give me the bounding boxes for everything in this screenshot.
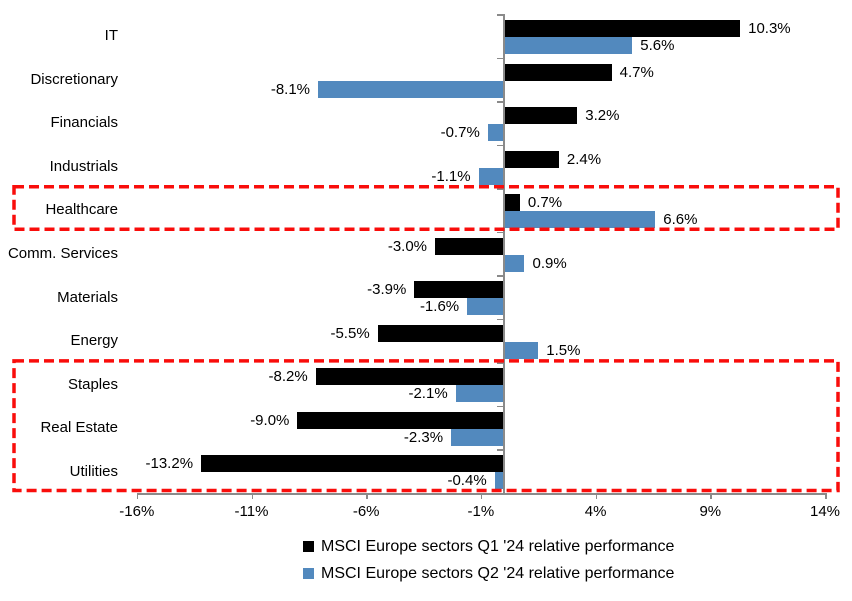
x-axis-tick bbox=[595, 493, 598, 499]
legend-label: MSCI Europe sectors Q2 '24 relative perf… bbox=[321, 564, 675, 582]
legend-swatch-q1 bbox=[303, 541, 314, 552]
value-label: -5.5% bbox=[330, 324, 370, 342]
q1-bar bbox=[503, 20, 741, 37]
x-axis-tick bbox=[136, 493, 139, 499]
x-axis-tick-label: 9% bbox=[699, 503, 722, 520]
value-label: -2.1% bbox=[408, 385, 448, 403]
value-label: 3.2% bbox=[585, 107, 620, 125]
category-axis-tick bbox=[496, 57, 504, 60]
x-axis-tick-label: 4% bbox=[584, 503, 607, 520]
category-label: Financials bbox=[50, 114, 118, 132]
q2-bar bbox=[455, 385, 504, 403]
value-label: -9.0% bbox=[250, 411, 290, 429]
value-label: -13.2% bbox=[145, 455, 194, 473]
value-label: -8.1% bbox=[270, 80, 311, 98]
value-label: -1.6% bbox=[419, 298, 460, 316]
category-axis-tick bbox=[496, 449, 504, 451]
legend-item: MSCI Europe sectors Q2 '24 relative perf… bbox=[303, 560, 674, 587]
x-axis-tick bbox=[366, 493, 368, 499]
x-axis-tick-label: -16% bbox=[119, 503, 155, 520]
category-axis-tick bbox=[496, 101, 504, 103]
x-axis-tick-label: -6% bbox=[352, 503, 380, 520]
x-axis-tick bbox=[251, 493, 253, 499]
x-axis-tick bbox=[480, 493, 483, 499]
category-label: Industrials bbox=[49, 157, 118, 175]
q1-bar bbox=[503, 194, 520, 212]
value-label: -2.3% bbox=[403, 428, 444, 446]
q1-bar bbox=[297, 411, 504, 429]
category-axis-tick bbox=[496, 275, 504, 277]
q2-bar bbox=[503, 254, 525, 272]
value-label: 0.9% bbox=[532, 254, 567, 272]
value-label: 5.6% bbox=[640, 37, 675, 54]
x-axis-tick bbox=[710, 493, 712, 499]
category-axis-tick bbox=[496, 14, 504, 16]
category-axis-tick bbox=[496, 362, 504, 364]
x-axis-tick bbox=[825, 493, 827, 499]
q1-bar bbox=[435, 237, 504, 255]
value-label: 1.5% bbox=[546, 341, 581, 359]
y-axis-line bbox=[503, 14, 505, 493]
q2-bar bbox=[318, 80, 504, 98]
q2-bar bbox=[503, 341, 539, 359]
q2-bar bbox=[503, 211, 656, 229]
q2-bar bbox=[478, 167, 504, 185]
category-label: Healthcare bbox=[45, 201, 118, 219]
x-axis-tick-label: -11% bbox=[234, 503, 269, 520]
category-axis-tick bbox=[496, 493, 504, 495]
value-label: -0.7% bbox=[440, 124, 480, 142]
value-label: 0.7% bbox=[527, 194, 563, 212]
category-label: Discretionary bbox=[30, 70, 118, 88]
q2-bar bbox=[487, 124, 504, 142]
category-axis-tick bbox=[496, 318, 504, 321]
value-label: -0.4% bbox=[447, 472, 487, 490]
legend-item: MSCI Europe sectors Q1 '24 relative perf… bbox=[303, 533, 674, 560]
category-label: Staples bbox=[67, 375, 118, 393]
q1-bar bbox=[315, 368, 504, 386]
value-label: 10.3% bbox=[748, 20, 791, 37]
legend-label: MSCI Europe sectors Q1 '24 relative perf… bbox=[321, 537, 675, 555]
value-label: 6.6% bbox=[663, 211, 698, 229]
legend: MSCI Europe sectors Q1 '24 relative perf… bbox=[303, 533, 674, 587]
q1-bar bbox=[377, 324, 504, 342]
q2-bar bbox=[503, 37, 633, 54]
category-axis-tick bbox=[496, 188, 504, 190]
category-axis-tick bbox=[496, 144, 504, 147]
q1-bar bbox=[503, 63, 612, 81]
value-label: -3.9% bbox=[367, 281, 407, 299]
category-label: Real Estate bbox=[40, 419, 118, 437]
category-label: Utilities bbox=[69, 462, 118, 480]
value-label: 2.4% bbox=[566, 150, 602, 168]
category-label: Materials bbox=[57, 288, 118, 306]
value-label: 4.7% bbox=[619, 63, 654, 81]
value-label: -1.1% bbox=[431, 167, 471, 185]
x-axis-tick-label: -1% bbox=[467, 503, 495, 520]
q2-bar bbox=[467, 298, 504, 316]
category-label: IT bbox=[104, 27, 118, 45]
legend-swatch-q2 bbox=[303, 568, 314, 579]
category-axis-tick bbox=[496, 231, 504, 234]
value-label: -3.0% bbox=[387, 237, 428, 255]
q2-bar bbox=[451, 428, 504, 446]
category-label: Energy bbox=[70, 332, 118, 350]
x-axis-tick-label: 14% bbox=[809, 503, 841, 520]
category-label: Comm. Services bbox=[7, 244, 118, 262]
q1-bar bbox=[414, 281, 504, 299]
category-axis-tick bbox=[496, 405, 504, 408]
q1-bar bbox=[503, 150, 559, 168]
q1-bar bbox=[503, 107, 578, 125]
value-label: -8.2% bbox=[268, 368, 308, 386]
q1-bar bbox=[201, 455, 504, 473]
